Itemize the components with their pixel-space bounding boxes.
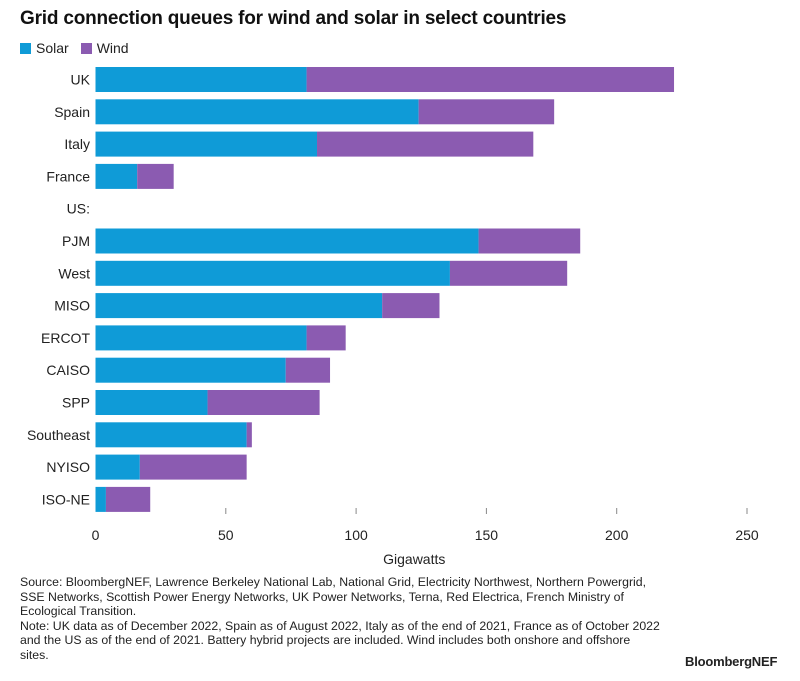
bar-solar	[95, 99, 419, 125]
category-label: Italy	[64, 136, 90, 152]
legend-label-wind: Wind	[96, 40, 129, 56]
category-label: US:	[67, 201, 90, 217]
bar-wind	[139, 454, 247, 480]
x-tick-label: 150	[475, 527, 499, 543]
bar-solar	[95, 131, 318, 157]
bar-wind	[418, 99, 555, 125]
chart-title: Grid connection queues for wind and sola…	[20, 8, 567, 29]
bar-wind	[207, 390, 320, 415]
bar-solar	[95, 454, 140, 480]
footnote: Source: BloombergNEF, Lawrence Berkeley …	[20, 575, 660, 663]
legend-item-solar: Solar	[20, 40, 69, 56]
bar-solar	[95, 390, 208, 415]
bar-chart: UK Spain Italy France US: PJM West MISO ERCOT CAI…	[27, 67, 759, 567]
brand-logo: BloombergNEF	[685, 654, 778, 669]
category-label: SPP	[62, 395, 90, 411]
category-label: West	[58, 265, 90, 281]
category-label: UK	[71, 72, 91, 88]
category-label: PJM	[62, 233, 90, 249]
source-text: Source: BloombergNEF, Lawrence Berkeley …	[20, 575, 647, 619]
x-tick-label: 250	[735, 527, 759, 543]
legend-swatch-solar	[20, 42, 31, 54]
bar-solar	[95, 422, 247, 448]
note-text: Note: UK data as of December 2022, Spain…	[20, 618, 660, 662]
legend-label-solar: Solar	[36, 40, 69, 56]
category-label: ISO-NE	[42, 491, 90, 507]
bar-wind	[285, 357, 331, 383]
x-tick-label: 0	[92, 527, 100, 543]
bar-wind	[449, 260, 568, 286]
x-axis-label: Gigawatts	[383, 551, 445, 567]
bar-solar	[95, 486, 106, 512]
category-label: Southeast	[27, 427, 90, 443]
bar-solar	[95, 228, 479, 254]
bar-wind	[382, 293, 440, 319]
bar-solar	[95, 163, 138, 189]
category-label: France	[46, 168, 90, 184]
category-label: Spain	[54, 104, 90, 120]
legend-swatch-wind	[80, 42, 92, 54]
bar-wind	[137, 163, 174, 189]
x-tick-label: 50	[218, 527, 234, 543]
x-tick-label: 200	[605, 527, 629, 543]
bar-wind	[478, 228, 581, 254]
bar-solar	[95, 357, 286, 383]
x-tick-label: 100	[344, 527, 368, 543]
bar-wind	[105, 486, 151, 512]
bar-wind	[306, 325, 346, 351]
category-label: NYISO	[46, 459, 90, 475]
legend-item-wind: Wind	[80, 40, 129, 56]
bar-solar	[95, 293, 383, 319]
bar-solar	[95, 260, 450, 286]
category-label: CAISO	[46, 362, 90, 378]
category-label: MISO	[54, 298, 90, 314]
category-label: ERCOT	[41, 330, 90, 346]
bar-wind	[306, 67, 675, 92]
legend: Solar Wind	[20, 40, 141, 56]
bar-wind	[246, 422, 252, 448]
bar-wind	[317, 131, 534, 157]
bar-solar	[95, 67, 307, 92]
bar-solar	[95, 325, 307, 351]
